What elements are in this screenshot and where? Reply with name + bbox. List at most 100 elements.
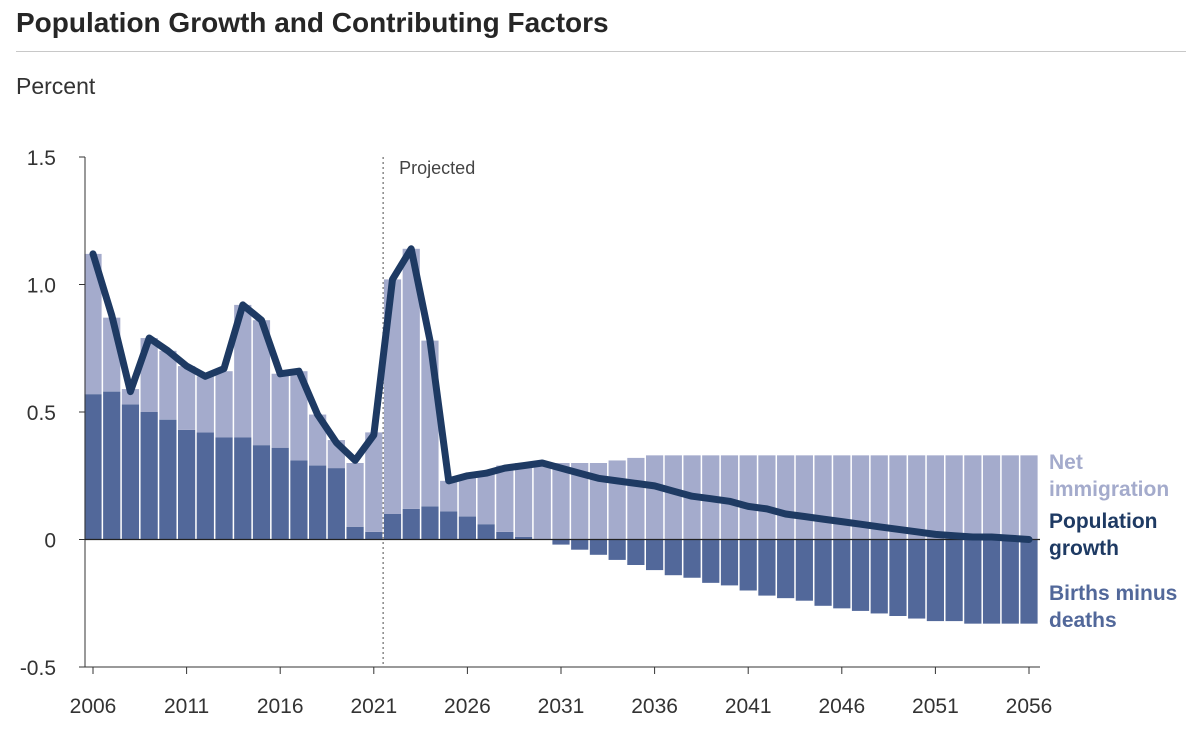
bar-births-minus-deaths [309,465,327,540]
bar-births-minus-deaths [1020,539,1038,624]
bar-births-minus-deaths [383,514,402,540]
bar-births-minus-deaths [777,539,795,599]
bar-births-minus-deaths [664,539,682,576]
bar-net-immigration [290,371,308,461]
bar-births-minus-deaths [982,539,1001,624]
bar-births-minus-deaths [365,531,383,540]
bar-net-immigration [178,366,196,430]
bar-net-immigration [252,320,271,446]
bar-births-minus-deaths [178,429,196,540]
bar-births-minus-deaths [758,539,776,596]
bar-births-minus-deaths [196,432,214,540]
bar-births-minus-deaths [795,539,813,601]
bar-births-minus-deaths [889,539,907,616]
bar-net-immigration [664,455,682,540]
bar-births-minus-deaths [514,536,533,540]
bar-net-immigration [945,455,963,540]
y-tick-label: 1.0 [27,275,56,298]
bar-net-immigration [608,460,626,540]
axes-layer: 1.5 1.0 0.5 0 -0.5 2006 2011 2016 2021 2026 2031 20… [20,147,1053,718]
bar-births-minus-deaths [121,404,140,540]
bar-net-immigration [926,455,944,540]
legend-net-immigration: Net [1049,451,1083,474]
bar-net-immigration [1020,455,1038,540]
bar-births-minus-deaths [945,539,963,622]
title-divider [16,51,1186,52]
bar-births-minus-deaths [159,419,177,540]
bar-births-minus-deaths [964,539,982,624]
legend-net-immigration: immigration [1049,478,1169,501]
bar-births-minus-deaths [720,539,739,586]
bar-net-immigration [234,304,252,438]
bar-net-immigration [121,389,140,405]
bar-net-immigration [365,432,383,532]
bar-births-minus-deaths [833,539,851,609]
bar-net-immigration [814,455,832,540]
bar-net-immigration [627,457,645,540]
x-tick-label: 2051 [912,695,959,718]
bar-net-immigration [982,455,1001,540]
bar-net-immigration [571,463,589,540]
bar-births-minus-deaths [608,539,626,560]
bar-net-immigration [477,473,495,525]
bar-births-minus-deaths [477,524,495,540]
bar-births-minus-deaths [496,531,514,540]
x-tick-label: 2031 [538,695,585,718]
x-tick-label: 2011 [164,695,209,718]
bar-births-minus-deaths [421,506,439,540]
bar-net-immigration [514,463,533,537]
bar-births-minus-deaths [627,539,645,565]
bar-net-immigration [496,465,514,532]
bar-net-immigration [552,463,570,540]
bar-net-immigration [196,376,214,433]
bar-net-immigration [795,455,813,540]
bar-net-immigration [458,475,476,517]
bar-net-immigration [215,371,233,438]
bar-net-immigration [889,455,907,540]
bar-births-minus-deaths [346,526,364,540]
bar-births-minus-deaths [84,394,102,540]
bar-births-minus-deaths [215,437,233,540]
y-tick-label: -0.5 [20,657,56,680]
bar-net-immigration [646,455,664,540]
legend-population-growth: growth [1049,537,1119,560]
bar-births-minus-deaths [814,539,832,606]
bar-births-minus-deaths [103,391,121,540]
x-tick-label: 2041 [725,695,772,718]
x-tick-label: 2021 [350,695,397,718]
legend-births-minus-deaths: Births minus [1049,582,1177,605]
bar-births-minus-deaths [234,437,252,540]
x-tick-label: 2046 [818,695,865,718]
bar-births-minus-deaths [290,460,308,540]
y-tick-label: 0 [44,530,56,553]
bar-net-immigration [908,455,926,540]
bar-births-minus-deaths [851,539,870,611]
legend-population-growth: Population [1049,510,1158,533]
y-tick-label: 1.5 [27,147,56,170]
projected-label: Projected [399,158,475,178]
bar-births-minus-deaths [252,445,271,540]
bar-births-minus-deaths [646,539,664,571]
bar-net-immigration [440,480,458,512]
bar-net-immigration [739,455,757,540]
bar-births-minus-deaths [926,539,944,622]
x-tick-label: 2056 [1006,695,1053,718]
bar-births-minus-deaths [458,516,476,540]
bar-births-minus-deaths [589,539,608,555]
bar-births-minus-deaths [870,539,888,614]
legend-layer: Net immigration Population growth Births min… [1049,451,1177,632]
bar-births-minus-deaths [402,508,420,540]
bar-net-immigration [271,373,289,448]
line-layer [89,245,1033,543]
y-axis-unit-label: Percent [16,73,96,99]
bar-births-minus-deaths [683,539,701,578]
x-tick-label: 2036 [631,695,678,718]
chart-title: Population Growth and Contributing Facto… [16,7,609,38]
bar-net-immigration [964,455,982,540]
bar-births-minus-deaths [327,468,345,540]
bar-births-minus-deaths [739,539,757,591]
x-tick-label: 2026 [444,695,491,718]
bars-layer [84,248,1038,624]
bar-births-minus-deaths [140,412,158,540]
